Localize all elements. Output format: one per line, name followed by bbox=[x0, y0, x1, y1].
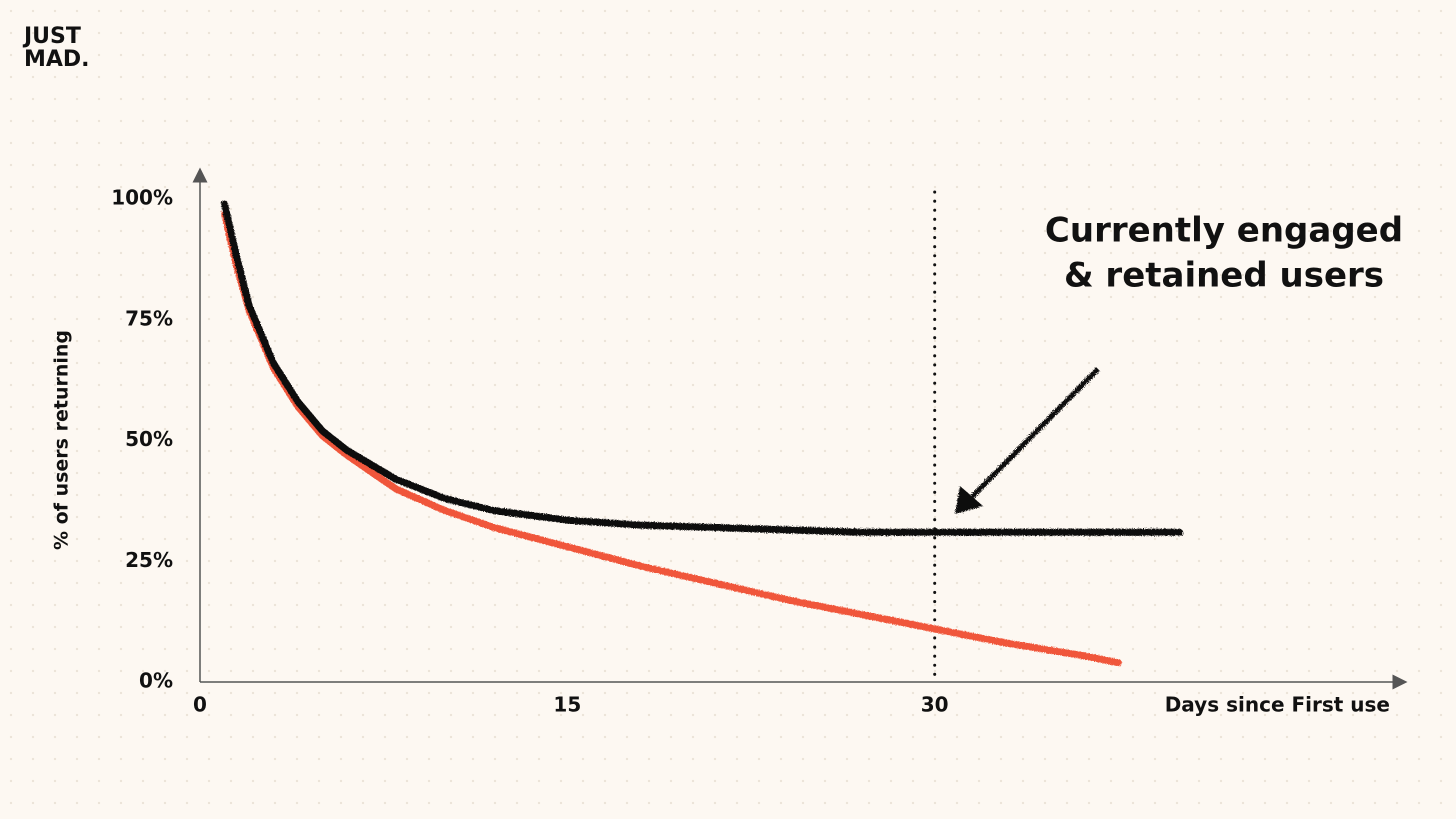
logo: MAD. bbox=[24, 47, 90, 72]
y-axis-label: % of users returning bbox=[51, 330, 73, 550]
y-tick-label: 75% bbox=[125, 306, 173, 330]
arrow-shaft bbox=[960, 367, 1100, 509]
y-tick-label: 0% bbox=[139, 669, 173, 693]
x-tick-label: 15 bbox=[553, 693, 581, 717]
annotation: & retained users bbox=[1064, 256, 1384, 296]
y-tick-label: 100% bbox=[111, 186, 173, 210]
logo: JUST bbox=[22, 24, 81, 49]
x-tick-label: 0 bbox=[193, 693, 207, 717]
annotation: Currently engaged bbox=[1045, 211, 1403, 251]
series-line bbox=[221, 210, 1122, 667]
series-line bbox=[221, 200, 1184, 536]
y-tick-label: 50% bbox=[125, 427, 173, 451]
x-axis-label: Days since First use bbox=[1165, 693, 1390, 717]
arrow-head bbox=[955, 486, 983, 514]
x-tick-label: 30 bbox=[921, 693, 949, 717]
y-tick-label: 25% bbox=[125, 548, 173, 572]
